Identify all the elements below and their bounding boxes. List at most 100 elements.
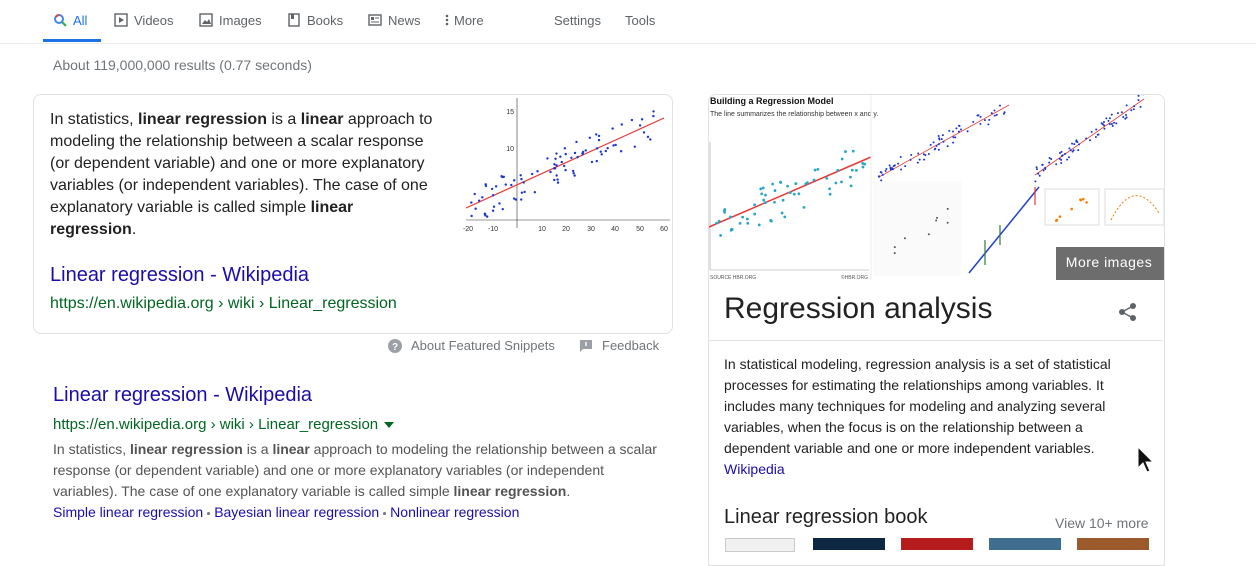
image-dot — [605, 150, 607, 152]
book-thumbnail[interactable] — [901, 538, 973, 550]
image-dot — [492, 210, 494, 212]
image-dot — [573, 174, 575, 176]
image-dot — [520, 178, 522, 180]
more-images-label: More images — [1066, 254, 1152, 270]
sitelink[interactable]: Simple linear regression — [53, 504, 203, 520]
featured-snippet-text: In statistics, linear regression is a li… — [50, 109, 435, 241]
image-dot — [572, 172, 574, 174]
image-dot — [836, 169, 839, 172]
image-dot — [900, 168, 902, 170]
image-dot — [762, 199, 765, 202]
image-dot — [484, 213, 486, 215]
image-dot — [492, 194, 494, 196]
image-dot — [1036, 168, 1038, 170]
featured-title-link[interactable]: Linear regression - Wikipedia — [50, 264, 309, 287]
text: is a — [243, 441, 273, 457]
image-dot — [493, 206, 495, 208]
tab-label: News — [388, 13, 421, 28]
page: search { "tabs": [ {"label": "All", "act… — [0, 0, 1256, 548]
image-dot — [470, 215, 472, 217]
book-thumbnail[interactable] — [989, 538, 1061, 550]
settings-button[interactable]: Settings — [554, 12, 601, 28]
tab-news[interactable]: News — [368, 12, 421, 28]
book-icon — [287, 13, 301, 27]
view-more-link[interactable]: View 10+ more — [1055, 515, 1149, 531]
image-dot — [764, 201, 767, 204]
book-thumbnail[interactable] — [813, 538, 885, 550]
image-collage[interactable]: Building a Regression Model The line sum… — [709, 95, 1164, 280]
image-dot — [621, 123, 623, 125]
url-dropdown[interactable] — [384, 422, 394, 428]
image-dot — [923, 153, 925, 155]
image-dot — [1079, 198, 1082, 201]
image-dot — [473, 193, 475, 195]
image-dot — [781, 212, 784, 215]
image-dot — [554, 158, 556, 160]
body: All Videos Images Books News More Settin… — [0, 0, 1256, 548]
image-dot — [885, 168, 887, 170]
image-dot — [769, 219, 772, 222]
tab-books[interactable]: Books — [287, 12, 343, 28]
image-dot — [730, 228, 733, 231]
image-dot — [1126, 104, 1128, 106]
result-title-link[interactable]: Linear regression - Wikipedia — [53, 384, 312, 407]
image-dot — [758, 224, 761, 227]
image-dot — [1004, 111, 1006, 113]
image-dot — [880, 179, 882, 181]
book-thumbnail[interactable] — [1077, 538, 1149, 550]
image-dot — [723, 208, 726, 211]
image-dot — [500, 175, 502, 177]
tab-images[interactable]: Images — [199, 12, 262, 28]
image-dot — [1037, 173, 1039, 175]
image-dot — [1039, 175, 1041, 177]
image-dot — [897, 163, 899, 165]
tab-label: All — [73, 13, 87, 28]
text: . — [132, 221, 136, 238]
tab-videos[interactable]: Videos — [114, 12, 174, 28]
image-dot — [935, 219, 937, 221]
image-dot — [746, 222, 749, 225]
help-icon: ? — [388, 339, 402, 353]
image-dot — [817, 168, 820, 171]
image-dot — [861, 162, 864, 165]
image-dot — [1105, 117, 1107, 119]
image-dot — [729, 216, 732, 219]
share-button[interactable] — [1118, 302, 1138, 322]
tab-more[interactable]: More — [444, 12, 484, 28]
image-dot — [954, 136, 956, 138]
image-dot — [952, 142, 954, 144]
image-dot — [555, 164, 557, 166]
image-dot — [813, 179, 816, 182]
tab-label: Images — [219, 13, 262, 28]
image-dot — [806, 181, 809, 184]
sitelink[interactable]: Nonlinear regression — [390, 504, 519, 520]
image-dot — [563, 165, 565, 167]
tab-all[interactable]: All — [53, 12, 87, 28]
image-caption: The line summarizes the relationship bet… — [710, 111, 878, 118]
image-dot — [934, 148, 936, 150]
image-dot — [999, 105, 1001, 107]
image-dot — [589, 137, 591, 139]
image-dot — [555, 152, 557, 154]
bold-text: linear regression — [130, 441, 243, 457]
image-dot — [576, 156, 578, 158]
image-dot — [1137, 99, 1139, 101]
image-dot — [634, 145, 636, 147]
image-dot — [947, 145, 949, 147]
image-dot — [844, 150, 847, 153]
tools-button[interactable]: Tools — [625, 12, 655, 28]
feedback-button[interactable]: Feedback — [579, 338, 659, 353]
bold-text: linear — [301, 111, 344, 128]
image-dot — [993, 110, 995, 112]
description-source[interactable]: Wikipedia — [724, 461, 785, 477]
image-dot — [1059, 158, 1061, 160]
book-thumbnail[interactable] — [725, 538, 795, 552]
image-dot — [904, 237, 906, 239]
image-dot — [941, 138, 943, 140]
image-dot — [803, 206, 806, 209]
sitelink[interactable]: Bayesian linear regression — [214, 504, 379, 520]
image-dot — [746, 218, 749, 221]
about-featured-snippets[interactable]: ? About Featured Snippets — [388, 338, 555, 353]
image-dot — [793, 193, 796, 196]
